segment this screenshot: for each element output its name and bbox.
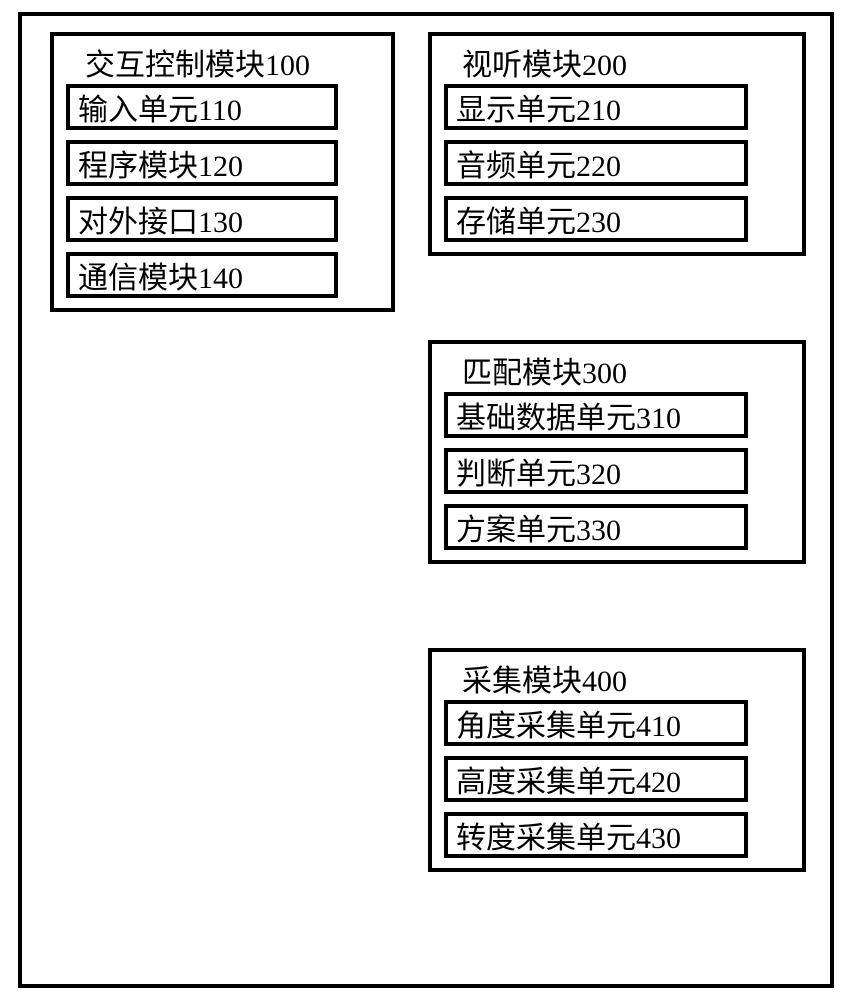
unit-410-label: 角度采集单元410 bbox=[456, 701, 681, 745]
unit-430-box: 转度采集单元430 bbox=[444, 812, 748, 858]
unit-430-label: 转度采集单元430 bbox=[456, 813, 681, 857]
unit-420-box: 高度采集单元420 bbox=[444, 756, 748, 802]
diagram-canvas: 交互控制模块100 输入单元110 程序模块120 对外接口130 通信模块14… bbox=[0, 0, 852, 1000]
unit-110-box: 输入单元110 bbox=[66, 84, 338, 130]
unit-310-label: 基础数据单元310 bbox=[456, 393, 681, 437]
unit-320-label: 判断单元320 bbox=[456, 449, 621, 493]
unit-140-box: 通信模块140 bbox=[66, 252, 338, 298]
unit-230-box: 存储单元230 bbox=[444, 196, 748, 242]
unit-210-box: 显示单元210 bbox=[444, 84, 748, 130]
unit-230-label: 存储单元230 bbox=[456, 197, 621, 241]
unit-330-box: 方案单元330 bbox=[444, 504, 748, 550]
unit-120-label: 程序模块120 bbox=[78, 141, 243, 185]
unit-130-box: 对外接口130 bbox=[66, 196, 338, 242]
unit-410-box: 角度采集单元410 bbox=[444, 700, 748, 746]
unit-320-box: 判断单元320 bbox=[444, 448, 748, 494]
unit-420-label: 高度采集单元420 bbox=[456, 757, 681, 801]
unit-140-label: 通信模块140 bbox=[78, 253, 243, 297]
unit-130-label: 对外接口130 bbox=[78, 197, 243, 241]
unit-220-label: 音频单元220 bbox=[456, 141, 621, 185]
module-200-title: 视听模块200 bbox=[462, 40, 627, 84]
unit-120-box: 程序模块120 bbox=[66, 140, 338, 186]
unit-220-box: 音频单元220 bbox=[444, 140, 748, 186]
unit-330-label: 方案单元330 bbox=[456, 505, 621, 549]
module-300-title: 匹配模块300 bbox=[462, 348, 627, 392]
module-400-title: 采集模块400 bbox=[462, 656, 627, 700]
unit-310-box: 基础数据单元310 bbox=[444, 392, 748, 438]
unit-110-label: 输入单元110 bbox=[78, 85, 242, 129]
unit-210-label: 显示单元210 bbox=[456, 85, 621, 129]
module-100-title: 交互控制模块100 bbox=[85, 40, 310, 84]
